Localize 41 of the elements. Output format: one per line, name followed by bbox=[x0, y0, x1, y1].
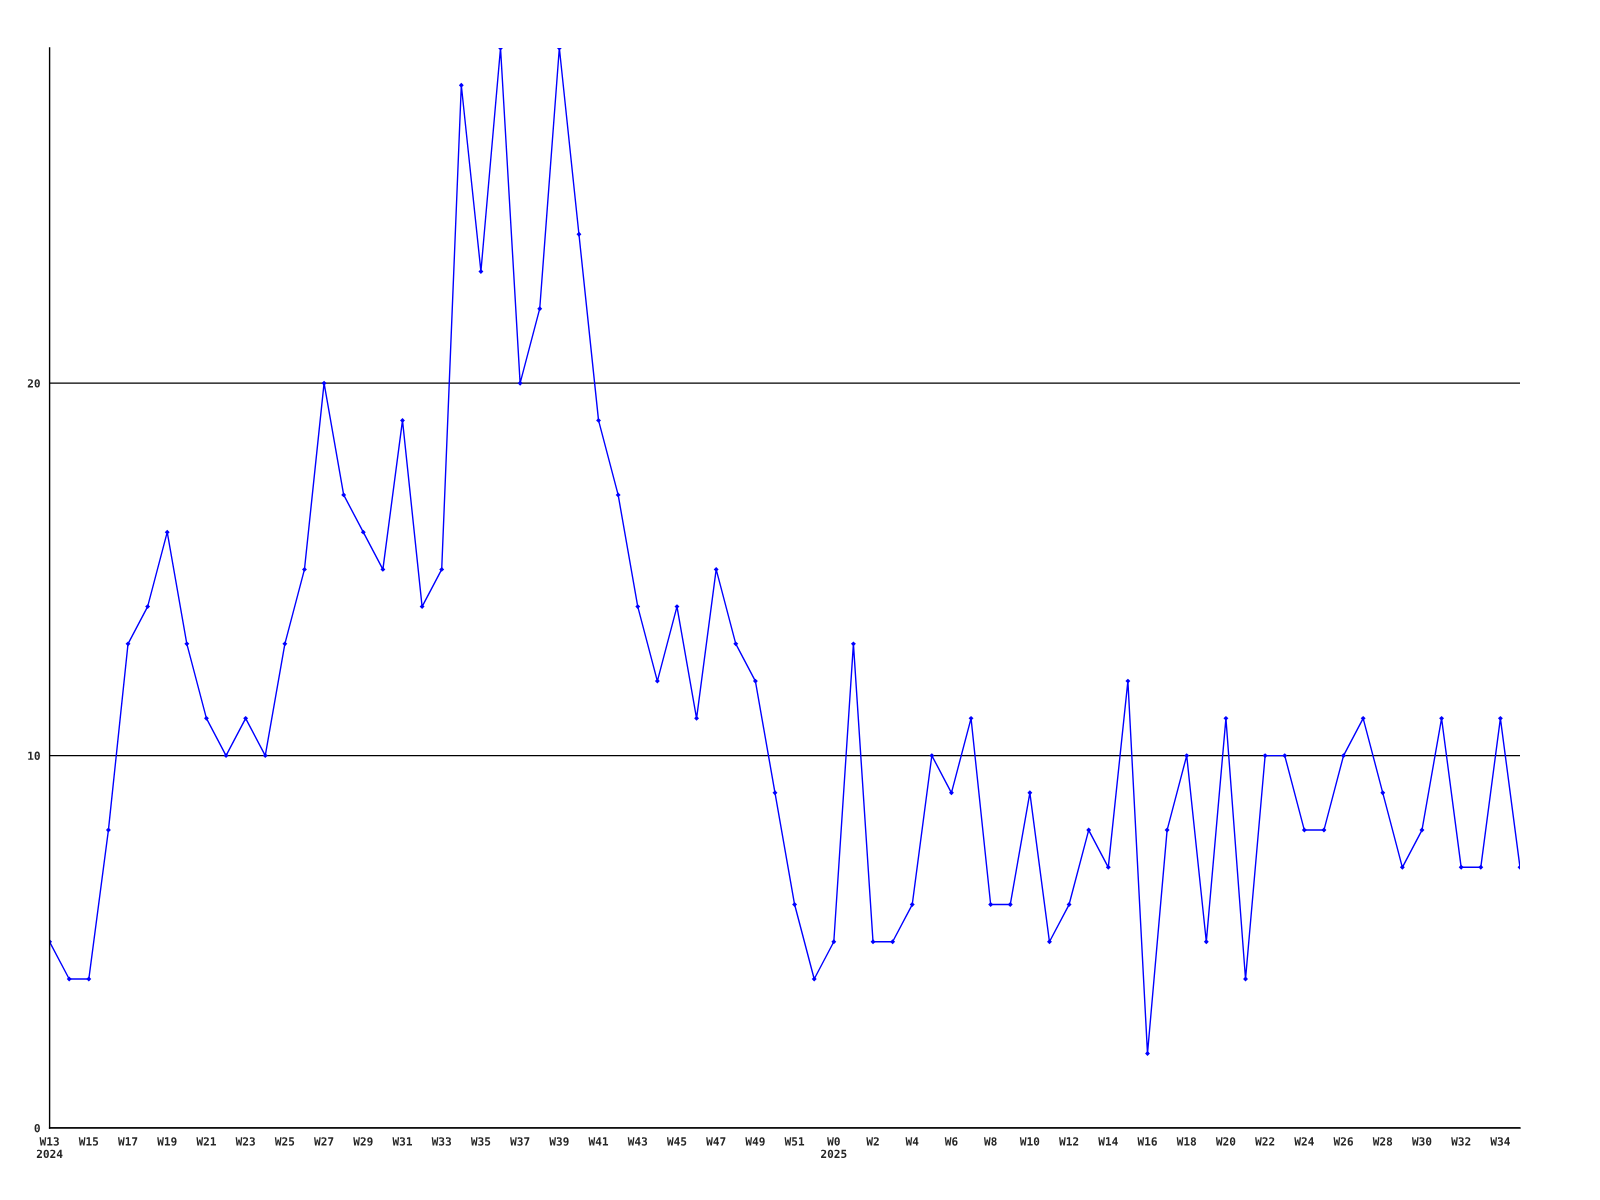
x-tick-label: W16 bbox=[1137, 1137, 1157, 1146]
x-tick-label: W18 bbox=[1176, 1137, 1197, 1146]
x-tick-label: W22 bbox=[1255, 1137, 1275, 1146]
x-tick-label: W31 bbox=[392, 1137, 412, 1146]
x-tick-label: W19 bbox=[157, 1137, 177, 1146]
x-tick-label: W14 bbox=[1098, 1137, 1118, 1146]
x-tick-label: W10 bbox=[1019, 1137, 1040, 1146]
x-tick-label: W37 bbox=[510, 1137, 530, 1146]
x-tick-label: W6 bbox=[944, 1137, 958, 1146]
x-tick-label: W32 bbox=[1451, 1137, 1471, 1146]
x-tick-label: W43 bbox=[627, 1137, 648, 1146]
x-tick-label: W41 bbox=[588, 1137, 609, 1146]
x-tick-label: W12 bbox=[1059, 1137, 1079, 1146]
x-tick-label: W30 bbox=[1411, 1137, 1432, 1146]
x-tick-label: W51 bbox=[784, 1137, 805, 1146]
x-tick-label: W27 bbox=[314, 1137, 334, 1146]
y-tick-label: 10 bbox=[28, 751, 40, 760]
x-tick-label: W0 2025 bbox=[821, 1137, 847, 1159]
x-tick-label: W34 bbox=[1490, 1137, 1510, 1146]
x-tick-label: W47 bbox=[706, 1137, 726, 1146]
x-tick-label: W49 bbox=[745, 1137, 765, 1146]
x-tick-label: W23 bbox=[235, 1137, 255, 1146]
x-tick-label: W15 bbox=[78, 1137, 99, 1146]
x-tick-label: W21 bbox=[196, 1137, 216, 1146]
x-tick-label: W45 bbox=[666, 1137, 687, 1146]
x-tick-label: W13 2024 bbox=[36, 1137, 63, 1159]
x-tick-label: W29 bbox=[353, 1137, 373, 1146]
x-tick-label: W35 bbox=[470, 1137, 491, 1146]
x-tick-label: W20 bbox=[1215, 1137, 1236, 1146]
x-tick-label: W4 bbox=[905, 1137, 919, 1146]
x-tick-label: W24 bbox=[1294, 1137, 1314, 1146]
x-tick-label: W17 bbox=[117, 1137, 138, 1146]
x-tick-label: W8 bbox=[983, 1137, 997, 1146]
y-tick-label: 0 bbox=[34, 1123, 40, 1133]
x-tick-label: W26 bbox=[1333, 1137, 1353, 1146]
y-tick-label: 20 bbox=[27, 379, 40, 388]
x-tick-label: W25 bbox=[274, 1137, 295, 1146]
x-tick-label: W39 bbox=[549, 1137, 569, 1146]
x-tick-label: W33 bbox=[431, 1137, 452, 1146]
x-tick-label: W28 bbox=[1372, 1137, 1393, 1146]
x-tick-label: W2 bbox=[866, 1137, 879, 1146]
